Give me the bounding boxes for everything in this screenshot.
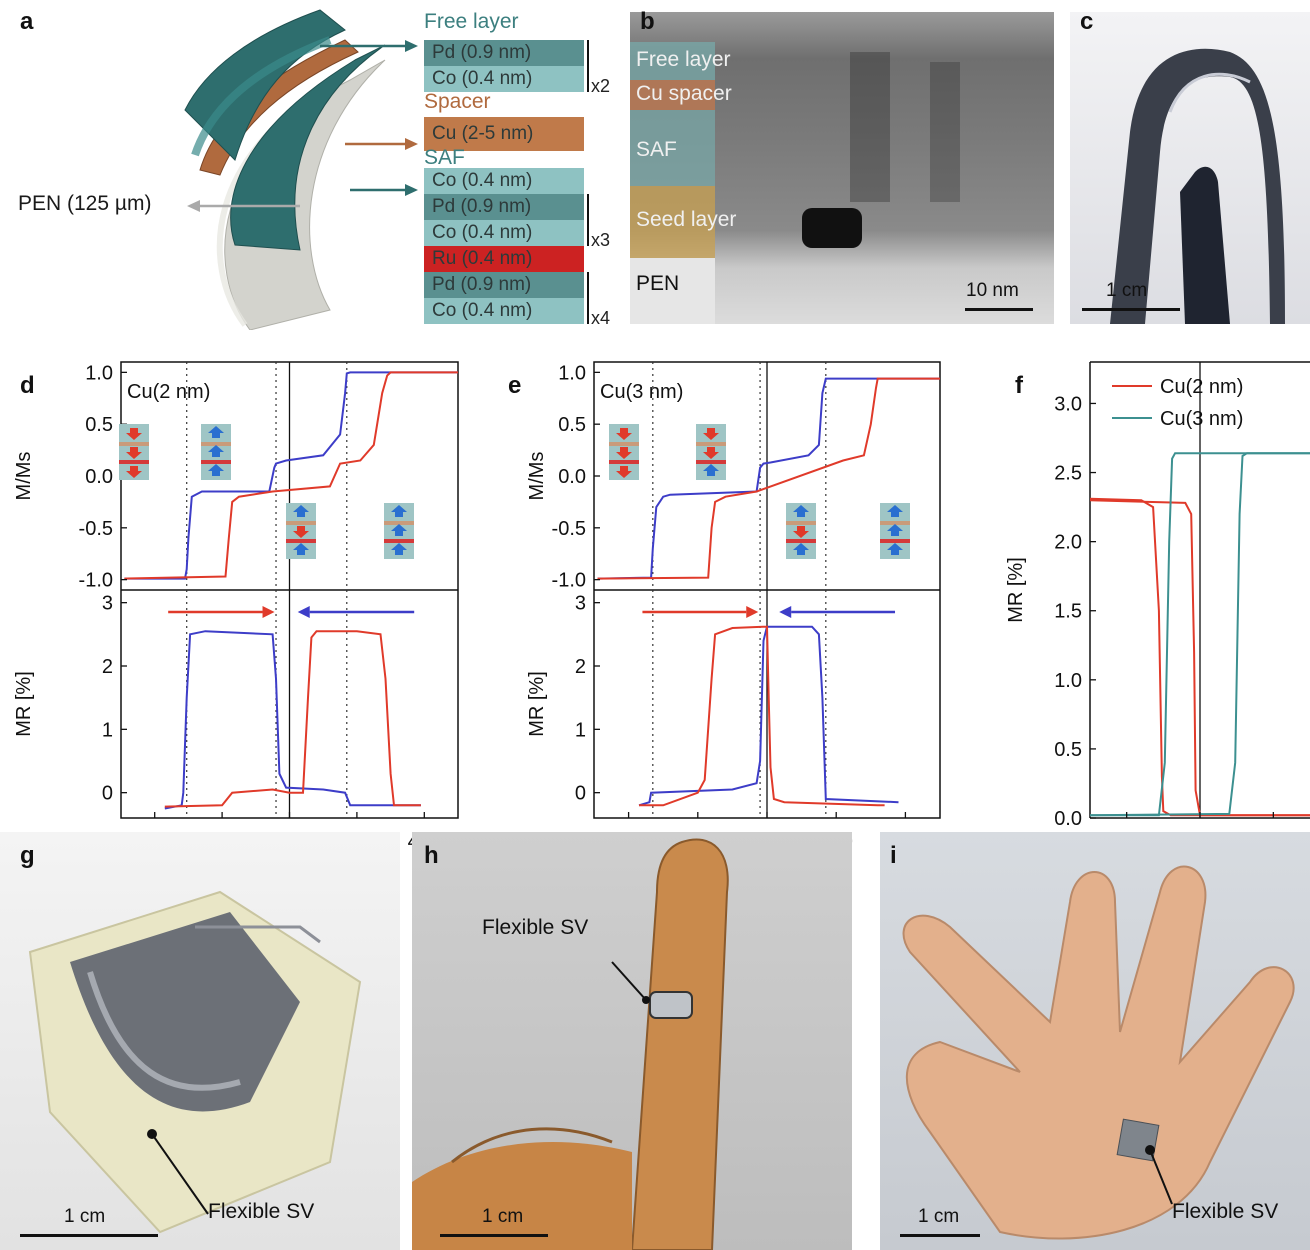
panel-label-g: g bbox=[20, 842, 35, 870]
d-top-y-axis-label: M/Ms bbox=[13, 452, 35, 501]
d-magnetization-box-2-ru bbox=[286, 539, 316, 543]
e-top-y-axis-label: M/Ms bbox=[526, 452, 548, 501]
g-callout-leader bbox=[0, 832, 400, 1250]
d-top-y-tick-label: -0.5 bbox=[79, 518, 113, 540]
e-sweep-down-arrow-head bbox=[779, 606, 791, 618]
d-bottom-y-tick-label: 1 bbox=[102, 719, 113, 741]
d-top-y-tick-label: 0.5 bbox=[85, 414, 113, 436]
e-top-y-tick-label: -1.0 bbox=[552, 570, 586, 592]
e-magnetization-box-2-ru bbox=[786, 539, 816, 543]
panel-label-i: i bbox=[890, 842, 897, 870]
g-scale-label: 1 cm bbox=[64, 1206, 105, 1228]
d-annotation: Cu(2 nm) bbox=[127, 381, 210, 403]
f-y-tick-label: 0.5 bbox=[1054, 739, 1082, 761]
e-magnetization-box-0-ru bbox=[609, 460, 639, 464]
f-y-tick-label: 1.5 bbox=[1054, 601, 1082, 623]
e-top-y-tick-label: 0.0 bbox=[558, 466, 586, 488]
e-bottom-y-tick-label: 0 bbox=[575, 783, 586, 805]
f-y-tick-label: 3.0 bbox=[1054, 393, 1082, 415]
panel-label-h: h bbox=[424, 842, 439, 870]
d-top-y-tick-label: -1.0 bbox=[79, 570, 113, 592]
e-bottom-y-axis-label: MR [%] bbox=[526, 671, 548, 737]
f-legend-label: Cu(3 nm) bbox=[1160, 408, 1243, 430]
h-callout-label: Flexible SV bbox=[482, 916, 588, 940]
i-scale-bar bbox=[900, 1234, 980, 1237]
d-sweep-down-arrow-head bbox=[298, 606, 310, 618]
e-magnetization-box-2-spacer bbox=[786, 521, 816, 525]
d-magnetization-box-0-ru bbox=[119, 460, 149, 464]
d-bottom-y-tick-label: 2 bbox=[102, 656, 113, 678]
i-callout-label: Flexible SV bbox=[1172, 1200, 1278, 1224]
d-magnetization-box-0-spacer bbox=[119, 442, 149, 446]
f-y-axis-label: MR [%] bbox=[1005, 557, 1027, 623]
d-bottom-y-tick-label: 0 bbox=[102, 783, 113, 805]
wooden-hand-drawing bbox=[412, 832, 852, 1250]
f-y-tick-label: 1.0 bbox=[1054, 670, 1082, 692]
g-scale-bar bbox=[20, 1234, 158, 1237]
e-bottom-y-tick-label: 3 bbox=[575, 593, 586, 615]
d-magnetization-box-1-ru bbox=[201, 460, 231, 464]
charts-svg: 1.00.50.0-0.5-1.03210-400-2000200400μ0H … bbox=[0, 0, 1310, 900]
palm-drawing bbox=[880, 832, 1310, 1250]
d-top-y-tick-label: 0.0 bbox=[85, 466, 113, 488]
f-y-tick-label: 2.0 bbox=[1054, 532, 1082, 554]
d-magnetization-box-2-spacer bbox=[286, 521, 316, 525]
e-magnetization-box-1-spacer bbox=[696, 442, 726, 446]
e-top-y-tick-label: 1.0 bbox=[558, 362, 586, 384]
d-sweep-up-arrow-head bbox=[263, 606, 275, 618]
e-bottom-y-tick-label: 2 bbox=[575, 656, 586, 678]
e-magnetization-box-0-spacer bbox=[609, 442, 639, 446]
e-magnetization-box-3-ru bbox=[880, 539, 910, 543]
e-sweep-up-arrow-head bbox=[746, 606, 758, 618]
wooden-hand-photo: Flexible SV 1 cm bbox=[412, 832, 852, 1250]
mold-photo: Flexible SV 1 cm bbox=[0, 832, 400, 1250]
d-magnetization-box-3-ru bbox=[384, 539, 414, 543]
g-callout-label: Flexible SV bbox=[208, 1200, 314, 1224]
d-top-y-tick-label: 1.0 bbox=[85, 362, 113, 384]
e-top-y-tick-label: 0.5 bbox=[558, 414, 586, 436]
human-palm-photo: Flexible SV 1 cm bbox=[880, 832, 1310, 1250]
d-mr-series-1 bbox=[165, 631, 421, 806]
e-magnetization-box-1-ru bbox=[696, 460, 726, 464]
e-bottom-y-tick-label: 1 bbox=[575, 719, 586, 741]
h-scale-bar bbox=[440, 1234, 548, 1237]
i-scale-label: 1 cm bbox=[918, 1206, 959, 1228]
d-bottom-y-axis-label: MR [%] bbox=[13, 671, 35, 737]
d-bottom-y-tick-label: 3 bbox=[102, 593, 113, 615]
f-legend-label: Cu(2 nm) bbox=[1160, 376, 1243, 398]
e-annotation: Cu(3 nm) bbox=[600, 381, 683, 403]
f-y-tick-label: 2.5 bbox=[1054, 463, 1082, 485]
f-y-tick-label: 0.0 bbox=[1054, 808, 1082, 830]
h-scale-label: 1 cm bbox=[482, 1206, 523, 1228]
e-top-y-tick-label: -0.5 bbox=[552, 518, 586, 540]
